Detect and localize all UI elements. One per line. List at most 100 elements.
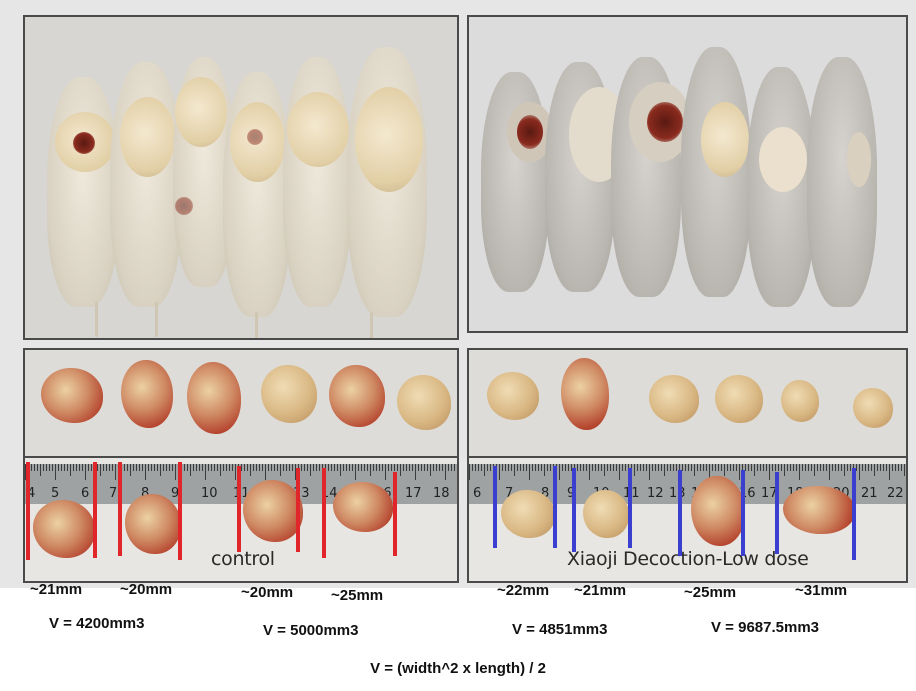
ruler-tick <box>49 464 50 471</box>
ruler-tick <box>34 464 35 471</box>
ruler-tick <box>580 464 581 471</box>
ruler-tick <box>346 464 347 471</box>
ruler-tick <box>379 464 380 471</box>
ruler-tick <box>505 464 506 471</box>
ruler-tick <box>292 464 293 471</box>
ruler-tick <box>355 464 356 480</box>
ruler-tick <box>187 464 188 471</box>
ruler-tick <box>718 464 719 471</box>
mouse-tumor <box>701 102 749 177</box>
ruler-tick <box>136 464 137 471</box>
ruler-tick <box>373 464 374 471</box>
ruler-tick <box>418 464 419 471</box>
ruler-tick <box>772 464 773 471</box>
ruler-tick <box>508 464 509 471</box>
control-tumors-panel <box>23 348 459 458</box>
ruler-tick <box>628 464 629 471</box>
ruler-tick <box>154 464 155 471</box>
measured-tumor <box>583 490 629 538</box>
ruler-tick <box>655 464 656 471</box>
ruler-tick <box>676 464 677 471</box>
tumor-measurement: ~20mm <box>120 581 173 598</box>
ruler-tick <box>100 464 101 476</box>
ruler-tick <box>259 464 260 471</box>
ruler-tick <box>559 464 560 480</box>
ruler-tick <box>577 464 578 471</box>
ruler-tick <box>562 464 563 471</box>
ruler-tick <box>385 464 386 480</box>
ruler-tick <box>409 464 410 471</box>
mouse-tail <box>255 312 258 338</box>
ruler-tick <box>478 464 479 471</box>
ruler-tick <box>700 464 701 471</box>
treatment-caption: Xiaoji Decoction-Low dose <box>567 548 809 570</box>
measurement-bar <box>678 470 682 556</box>
ruler-tick <box>475 464 476 471</box>
ruler-tick <box>748 464 749 471</box>
ruler-tick <box>328 464 329 471</box>
ruler-number: 17 <box>405 486 422 501</box>
ruler-tick <box>742 464 743 471</box>
ruler-tick <box>538 464 539 471</box>
ruler-tick <box>361 464 362 471</box>
ruler-tick <box>787 464 788 471</box>
ruler-tick <box>58 464 59 471</box>
ruler-tick <box>133 464 134 471</box>
ruler-tick <box>703 464 704 471</box>
ruler-tick <box>610 464 611 471</box>
ruler-tick <box>457 464 458 471</box>
ruler-tick <box>829 464 830 480</box>
ruler-tick <box>733 464 734 471</box>
tumor-measurement: ~21mm <box>30 581 83 598</box>
ruler-tick <box>304 464 305 471</box>
ruler-tick <box>565 464 566 471</box>
ruler-tick <box>343 464 344 471</box>
ruler-tick <box>253 464 254 471</box>
ruler-tick <box>145 464 146 480</box>
ruler-number: 18 <box>433 486 450 501</box>
ruler-tick <box>793 464 794 471</box>
ruler-tick <box>691 464 692 471</box>
ruler-tick <box>847 464 848 471</box>
mouse <box>807 57 877 307</box>
ruler-tick <box>535 464 536 471</box>
ruler-tick <box>433 464 434 471</box>
ruler-tick <box>262 464 263 471</box>
ruler-tick <box>382 464 383 471</box>
mouse-tail <box>95 302 98 337</box>
ruler-tick <box>661 464 662 471</box>
ruler-number: 21 <box>861 486 878 501</box>
ruler-tick <box>172 464 173 471</box>
ruler-tick <box>97 464 98 471</box>
ruler-tick <box>151 464 152 471</box>
mouse-tumor <box>847 132 871 187</box>
ruler-tick <box>469 464 470 480</box>
ruler-tick <box>244 464 245 471</box>
ruler-tick <box>526 464 527 471</box>
ruler-tick <box>211 464 212 471</box>
ruler-tick <box>256 464 257 471</box>
ruler-tick <box>421 464 422 471</box>
ruler-tick <box>583 464 584 471</box>
ruler-tick <box>754 464 755 476</box>
ruler-tick <box>616 464 617 471</box>
ruler-tick <box>898 464 899 471</box>
ruler-tick <box>289 464 290 471</box>
treatment-mice-panel <box>467 15 908 333</box>
ruler-tick <box>781 464 782 471</box>
measurement-bar <box>26 462 30 560</box>
ruler-number: 8 <box>141 486 150 501</box>
ruler-tick <box>316 464 317 471</box>
ruler-tick <box>544 464 545 476</box>
ruler-tick <box>697 464 698 471</box>
ruler-tick <box>865 464 866 471</box>
ruler-tick <box>337 464 338 471</box>
tumor-measurement: ~21mm <box>574 582 627 599</box>
ruler-number: 6 <box>473 486 482 501</box>
ruler-tick <box>652 464 653 471</box>
ruler-tick <box>502 464 503 471</box>
ruler-tick <box>907 464 908 471</box>
excised-tumor <box>261 365 317 423</box>
ruler-tick <box>619 464 620 480</box>
ruler-tick <box>274 464 275 471</box>
